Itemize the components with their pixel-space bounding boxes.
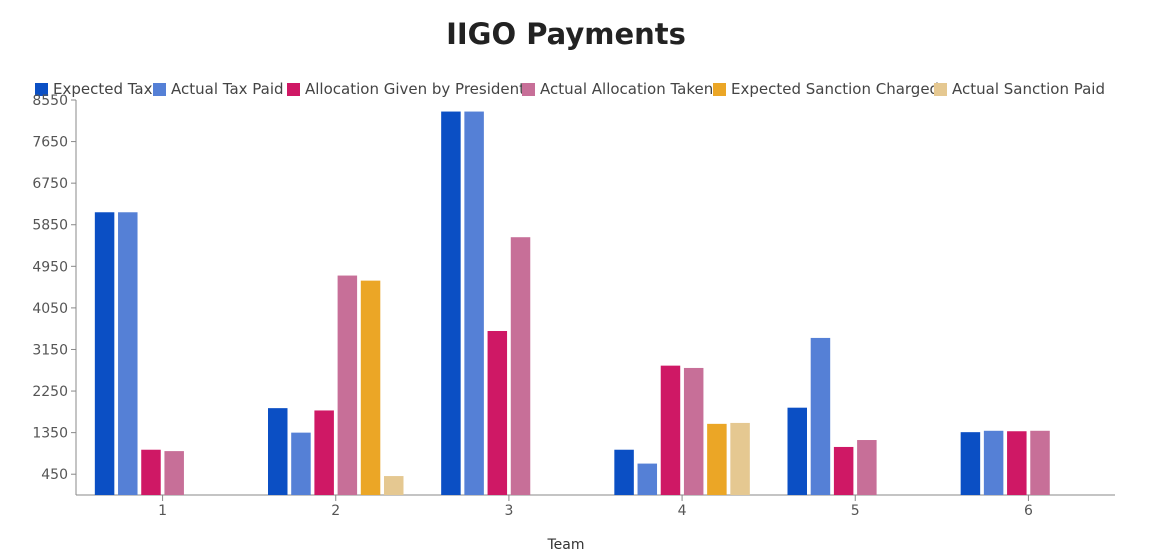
y-tick-label: 1350 (32, 426, 68, 442)
bar (960, 432, 981, 495)
chart-title: IIGO Payments (446, 17, 686, 51)
bar (1030, 430, 1050, 495)
bar (787, 407, 807, 495)
bar (510, 237, 531, 496)
legend-swatch (287, 83, 300, 96)
bar (730, 422, 750, 495)
bar (833, 446, 854, 495)
x-tick-label: 5 (851, 503, 860, 519)
bar (810, 337, 831, 495)
legend-swatch (934, 83, 947, 96)
x-axis-label: Team (546, 537, 584, 553)
bar (857, 440, 877, 495)
y-axis: 450 1350 2250 3150 4050 4950 5850 6750 7650 8550 (32, 93, 77, 495)
y-tick-label: 8550 (32, 93, 68, 109)
bar (614, 449, 634, 495)
x-tick-label: 2 (331, 503, 340, 519)
y-tick-label: 450 (41, 467, 68, 483)
x-axis: 1 2 3 4 5 6 (76, 494, 1115, 519)
bar (268, 408, 288, 495)
y-tick-label: 3150 (32, 342, 68, 358)
bar (1007, 431, 1027, 495)
legend-swatch (522, 83, 535, 96)
bar (141, 449, 161, 495)
legend: Expected Tax Actual Tax Paid Allocation Gi… (35, 80, 1105, 98)
bar (94, 212, 115, 495)
bar (337, 275, 358, 495)
bar (464, 111, 484, 495)
x-tick-label: 6 (1024, 503, 1033, 519)
legend-label: Actual Sanction Paid (952, 80, 1105, 98)
legend-swatch (35, 83, 48, 96)
legend-label: Actual Tax Paid (171, 80, 284, 98)
bar (637, 463, 658, 495)
legend-label: Allocation Given by President (305, 80, 525, 98)
bar (487, 330, 508, 495)
legend-label: Expected Sanction Charged (731, 80, 939, 98)
bar (118, 212, 138, 495)
bars (94, 111, 1050, 496)
bar (683, 367, 704, 495)
y-tick-label: 7650 (32, 135, 68, 151)
y-tick-label: 4950 (32, 259, 68, 275)
legend-swatch (713, 83, 726, 96)
bar (660, 365, 681, 495)
bar (291, 432, 311, 495)
legend-swatch (153, 83, 166, 96)
x-tick-label: 1 (158, 503, 167, 519)
bar (983, 430, 1004, 495)
y-tick-label: 4050 (32, 301, 68, 317)
legend-label: Expected Tax (53, 80, 153, 98)
x-tick-label: 3 (504, 503, 513, 519)
y-tick-label: 5850 (32, 218, 68, 234)
y-tick-label: 2250 (32, 384, 68, 400)
bar (314, 410, 334, 495)
bar (164, 451, 184, 495)
bar (707, 423, 727, 495)
bar (441, 111, 461, 495)
bar (360, 280, 381, 495)
x-tick-label: 4 (678, 503, 687, 519)
bar (384, 476, 404, 495)
y-tick-label: 6750 (32, 176, 68, 192)
legend-label: Actual Allocation Taken (540, 80, 713, 98)
